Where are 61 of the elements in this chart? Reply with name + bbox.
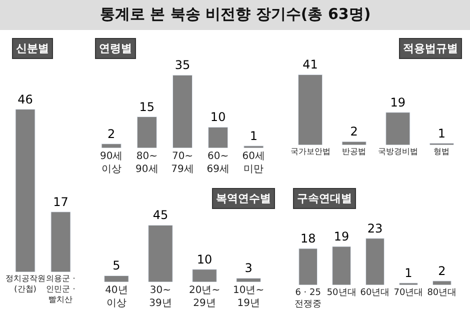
- data-label: 5: [112, 258, 120, 273]
- x-tick-label: 40년 이상: [105, 285, 128, 309]
- x-tick-label: 60~ 69세: [206, 151, 230, 175]
- data-label: 1: [250, 128, 258, 143]
- x-tick-label: 20년~ 29년: [188, 285, 220, 309]
- bar: [172, 74, 193, 148]
- x-tick-label: 80년대: [427, 288, 457, 298]
- data-label: 3: [244, 261, 252, 276]
- x-tick-label: 50년대: [326, 288, 356, 298]
- x-tick-label: 70~ 79세: [171, 151, 194, 175]
- data-label: 2: [438, 264, 446, 278]
- x-tick-label: 반공법: [342, 147, 366, 156]
- x-tick-label: 30~ 39년: [149, 285, 172, 309]
- bar: [432, 280, 452, 285]
- text: 통계로 본 북송 비전향 장기수(총 63명): [100, 5, 371, 23]
- x-tick-label: 60년대: [360, 288, 390, 298]
- data-label: 18: [300, 232, 316, 246]
- data-label: 45: [152, 208, 168, 222]
- data-label: 2: [108, 126, 116, 141]
- data-label: 19: [334, 230, 350, 244]
- data-label: 10: [210, 110, 226, 124]
- x-tick-label: 6 · 25 전쟁중: [294, 288, 322, 310]
- x-tick-label: 정치공작원 (간첩): [5, 274, 46, 294]
- data-label: 19: [390, 95, 406, 110]
- data-label: 1: [404, 266, 412, 280]
- bar: [101, 144, 122, 148]
- bar: [332, 246, 351, 285]
- x-tick-label: 국가보안법: [290, 147, 330, 156]
- bar: [342, 141, 366, 145]
- bar: [136, 116, 157, 148]
- chart-title: 신분별: [16, 42, 49, 55]
- x-tick-label: 90세 이상: [100, 151, 123, 175]
- data-label: 2: [350, 124, 358, 139]
- x-tick-label: 형법: [434, 147, 450, 156]
- bar: [104, 275, 129, 282]
- bar: [236, 278, 261, 282]
- x-tick-label: 80~ 90세: [136, 151, 158, 175]
- chart-title: 복역연수별: [216, 192, 271, 205]
- bar: [192, 269, 217, 282]
- data-label: 17: [53, 194, 68, 209]
- data-label: 35: [174, 58, 190, 72]
- bar: [298, 74, 323, 145]
- data-label: 41: [302, 58, 318, 72]
- bar: [148, 224, 173, 282]
- x-tick-label: 70년대: [394, 288, 424, 298]
- chart-title: 연령별: [99, 42, 132, 55]
- bar: [298, 248, 318, 285]
- data-label: 1: [438, 126, 446, 140]
- bar: [366, 238, 384, 285]
- chart-title: 적용법규별: [403, 42, 458, 55]
- bar: [386, 112, 410, 145]
- x-tick-label: 국방경비법: [378, 147, 418, 156]
- data-label: 46: [18, 92, 33, 106]
- x-tick-label: 60세 미만: [242, 151, 266, 175]
- x-tick-label: 10년~ 19년: [233, 285, 264, 309]
- chart-title: 구속연대별: [297, 192, 352, 205]
- x-tick-label: 의용군 · 인민군 · 빨치산: [46, 274, 76, 304]
- data-label: 10: [196, 252, 212, 266]
- data-label: 15: [139, 100, 155, 114]
- data-label: 23: [367, 221, 383, 236]
- bar: [208, 126, 228, 148]
